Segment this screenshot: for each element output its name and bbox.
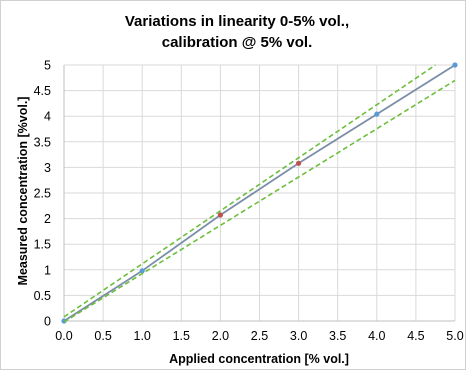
y-tick-label: 2.5 (34, 187, 51, 201)
x-tick-label: 5.0 (446, 329, 463, 343)
linearity-chart: Variations in linearity 0-5% vol., calib… (16, 13, 464, 366)
tick-labels: 0.0 0.5 1.0 1.5 2.0 2.5 3.0 3.5 4.0 4.5 5.0 0 0.5 1 1.… (34, 59, 464, 344)
x-tick-label: 2.0 (212, 329, 229, 343)
x-tick-label: 2.5 (251, 329, 268, 343)
x-tick-label: 3.0 (290, 329, 307, 343)
x-tick-label: 3.5 (329, 329, 346, 343)
y-tick-label: 3 (44, 161, 51, 175)
chart-title-line2: calibration @ 5% vol. (162, 34, 313, 51)
tolerance-line (63, 64, 436, 318)
x-tick-label: 1.5 (173, 329, 190, 343)
y-tick-label: 0 (44, 315, 51, 329)
chart-container: Variations in linearity 0-5% vol., calib… (0, 0, 466, 370)
x-tick-label: 4.0 (368, 329, 385, 343)
measured-line (63, 64, 456, 322)
x-tick-label: 0.0 (55, 329, 72, 343)
y-tick-label: 3.5 (34, 135, 51, 149)
axes (63, 65, 455, 322)
x-tick-label: 0.5 (94, 329, 111, 343)
tolerance-line (63, 79, 456, 323)
data-point (139, 268, 145, 274)
data-point (217, 212, 223, 218)
data-point (452, 62, 458, 68)
x-tick-label: 4.5 (407, 329, 424, 343)
y-tick-label: 1 (44, 263, 51, 277)
y-tick-label: 4 (44, 110, 51, 124)
data-point (61, 318, 67, 324)
series-group (61, 62, 458, 324)
y-tick-label: 5 (44, 59, 51, 73)
data-point (296, 160, 302, 166)
x-tick-label: 1.0 (134, 329, 151, 343)
y-tick-label: 1.5 (34, 238, 51, 252)
data-point (374, 111, 380, 117)
y-tick-label: 0.5 (34, 289, 51, 303)
y-axis-title: Measured concentration [%vol.] (16, 97, 30, 286)
chart-title-line1: Variations in linearity 0-5% vol., (125, 13, 349, 30)
x-axis-title: Applied concentration [% vol.] (169, 352, 349, 366)
y-tick-label: 2 (44, 212, 51, 226)
y-tick-label: 4.5 (34, 84, 51, 98)
